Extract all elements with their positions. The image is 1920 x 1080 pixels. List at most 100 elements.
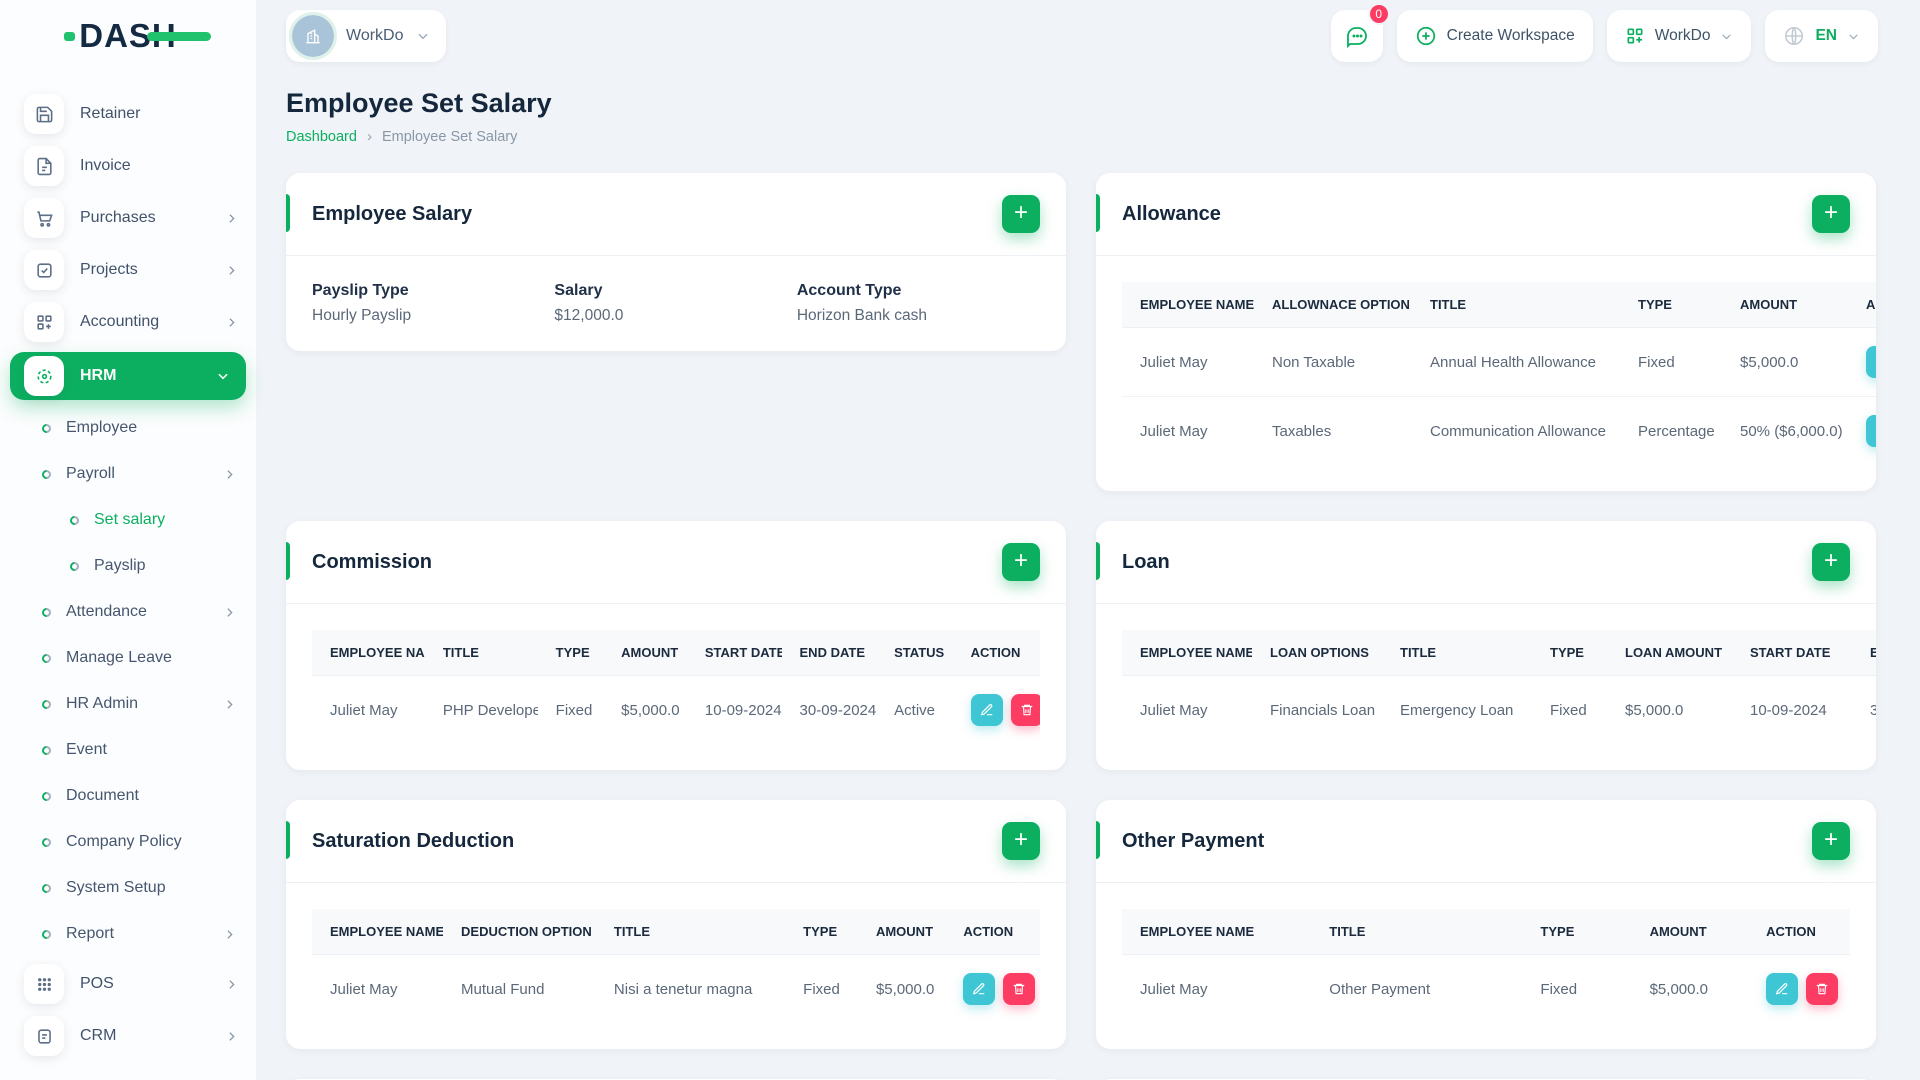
column-header: Type [1620,282,1722,328]
logo-dot [64,32,76,41]
breadcrumb-dashboard-link[interactable]: Dashboard [286,128,357,145]
delete-button[interactable] [1010,694,1040,726]
delete-button[interactable] [1003,973,1036,1005]
sidebar-item-set-salary[interactable]: Set salary [0,498,256,542]
sidebar-item-accounting[interactable]: Accounting [0,298,256,346]
sidebar-menu: Retainer Invoice Purchases Projects [0,72,256,1060]
language-selector[interactable]: EN [1765,10,1878,62]
column-header: Amount [857,909,946,955]
sidebar-item-employee[interactable]: Employee [0,406,256,450]
column-header: Action [952,630,1040,676]
add-button[interactable]: + [1002,543,1040,581]
edit-button[interactable] [963,973,996,1005]
card-title: Allowance [1122,202,1221,225]
sidebar-item-purchases[interactable]: Purchases [0,194,256,242]
column-header: Loan Options [1252,630,1382,676]
column-header: Start Date [686,630,782,676]
table-row: Juliet May Non Taxable Annual Health All… [1122,328,1876,397]
logo-dash [146,32,211,41]
add-button[interactable]: + [1002,822,1040,860]
main-content: Employee Set Salary Dashboard › Employee… [256,72,1920,1080]
card-accent [1096,821,1100,859]
column-header: Employee Name [1122,282,1254,328]
page-title: Employee Set Salary [286,88,552,118]
saturation-deduction-card: Saturation Deduction + Employee Name Ded… [286,800,1066,1049]
column-header: Title [424,630,538,676]
floppy-icon [24,94,64,134]
topbar: WorkDo 0 Create Workspace WorkDo [256,0,1920,72]
sidebar-item-projects[interactable]: Projects [0,246,256,294]
salary-field: Salary $12,000.0 [554,282,624,324]
card-accent [286,542,290,580]
column-header: Amount [1722,282,1848,328]
sidebar-item-attendance[interactable]: Attendance [0,590,256,634]
add-button[interactable]: + [1812,543,1850,581]
workdo-menu-button[interactable]: WorkDo [1606,10,1752,62]
edit-button[interactable] [970,694,1003,726]
language-label: EN [1815,27,1837,44]
sidebar-item-event[interactable]: Event [0,728,256,772]
column-header: Type [537,630,604,676]
sidebar-item-hr-admin[interactable]: HR Admin [0,682,256,726]
table-row: Juliet May Mutual Fund Nisi a tenetur ma… [312,955,1040,1024]
grid-plus-icon [1625,26,1645,46]
edit-button[interactable] [1866,346,1876,378]
column-header: Action [945,909,1040,955]
sidebar-item-manage-leave[interactable]: Manage Leave [0,636,256,680]
sidebar-item-hrm[interactable]: HRM [10,352,246,400]
edit-button[interactable] [1866,415,1876,447]
add-button[interactable]: + [1812,822,1850,860]
column-header: End Date [781,630,877,676]
column-header: Action [1848,282,1876,328]
sidebar-item-pos[interactable]: POS [0,960,256,1008]
sidebar-item-crm[interactable]: CRM [0,1012,256,1060]
sidebar-item-report[interactable]: Report [0,912,256,956]
create-workspace-button[interactable]: Create Workspace [1396,10,1593,62]
bullet-icon [40,421,53,435]
add-button[interactable]: + [1812,195,1850,233]
payslip-type-field: Payslip Type Hourly Payslip [312,282,412,324]
bullet-icon [68,559,81,573]
plus-circle-icon [1415,25,1437,47]
column-header: Status [876,630,953,676]
chevron-right-icon [225,316,238,329]
delete-button[interactable] [1806,973,1839,1005]
column-header: Action [1748,909,1850,955]
table-row: Juliet May Taxables Communication Allowa… [1122,396,1876,465]
table-row: Juliet May Financials Loan Emergency Loa… [1140,701,1876,719]
bullet-icon [40,789,53,803]
add-button[interactable]: + [1002,195,1040,233]
account-type-field: Account Type Horizon Bank cash [796,282,927,324]
card-accent [286,821,290,859]
chevron-right-icon [225,212,238,225]
workspace-name: WorkDo [346,27,404,44]
chevron-down-icon [1847,30,1860,43]
sidebar-item-system-setup[interactable]: System Setup [0,866,256,910]
bullet-icon [40,697,53,711]
loan-card: Loan + Employee Name Loan Options Title … [1096,521,1876,770]
commission-card: Commission + Employee Name Title Type Am… [286,521,1066,770]
allowance-card: Allowance + Employee Name Allownace Opti… [1096,173,1876,491]
globe-icon [1783,25,1805,47]
breadcrumb-current: Employee Set Salary [381,128,518,145]
breadcrumb-separator: › [366,128,372,145]
messages-button[interactable]: 0 [1330,3,1390,62]
column-header: Loan Amount [1607,630,1732,676]
sidebar-item-invoice[interactable]: Invoice [0,142,256,190]
table-row: Juliet May Other Payment Fixed $5,000.0 [1122,955,1850,1024]
column-header: End Date [1852,630,1876,676]
card-accent [1096,542,1100,580]
workspace-selector[interactable]: WorkDo [286,10,446,62]
app-logo[interactable]: DASH [0,0,256,72]
sidebar-item-payslip[interactable]: Payslip [0,544,256,588]
status-text: Active [894,701,935,719]
card-title: Commission [312,550,433,573]
edit-button[interactable] [1766,973,1799,1005]
sidebar-item-document[interactable]: Document [0,774,256,818]
sidebar-item-retainer[interactable]: Retainer [0,90,256,138]
cart-icon [24,198,64,238]
other-payment-card: Other Payment + Employee Name Title Type… [1096,800,1876,1049]
sidebar-item-company-policy[interactable]: Company Policy [0,820,256,864]
chevron-right-icon [225,264,238,277]
sidebar-item-payroll[interactable]: Payroll [0,452,256,496]
